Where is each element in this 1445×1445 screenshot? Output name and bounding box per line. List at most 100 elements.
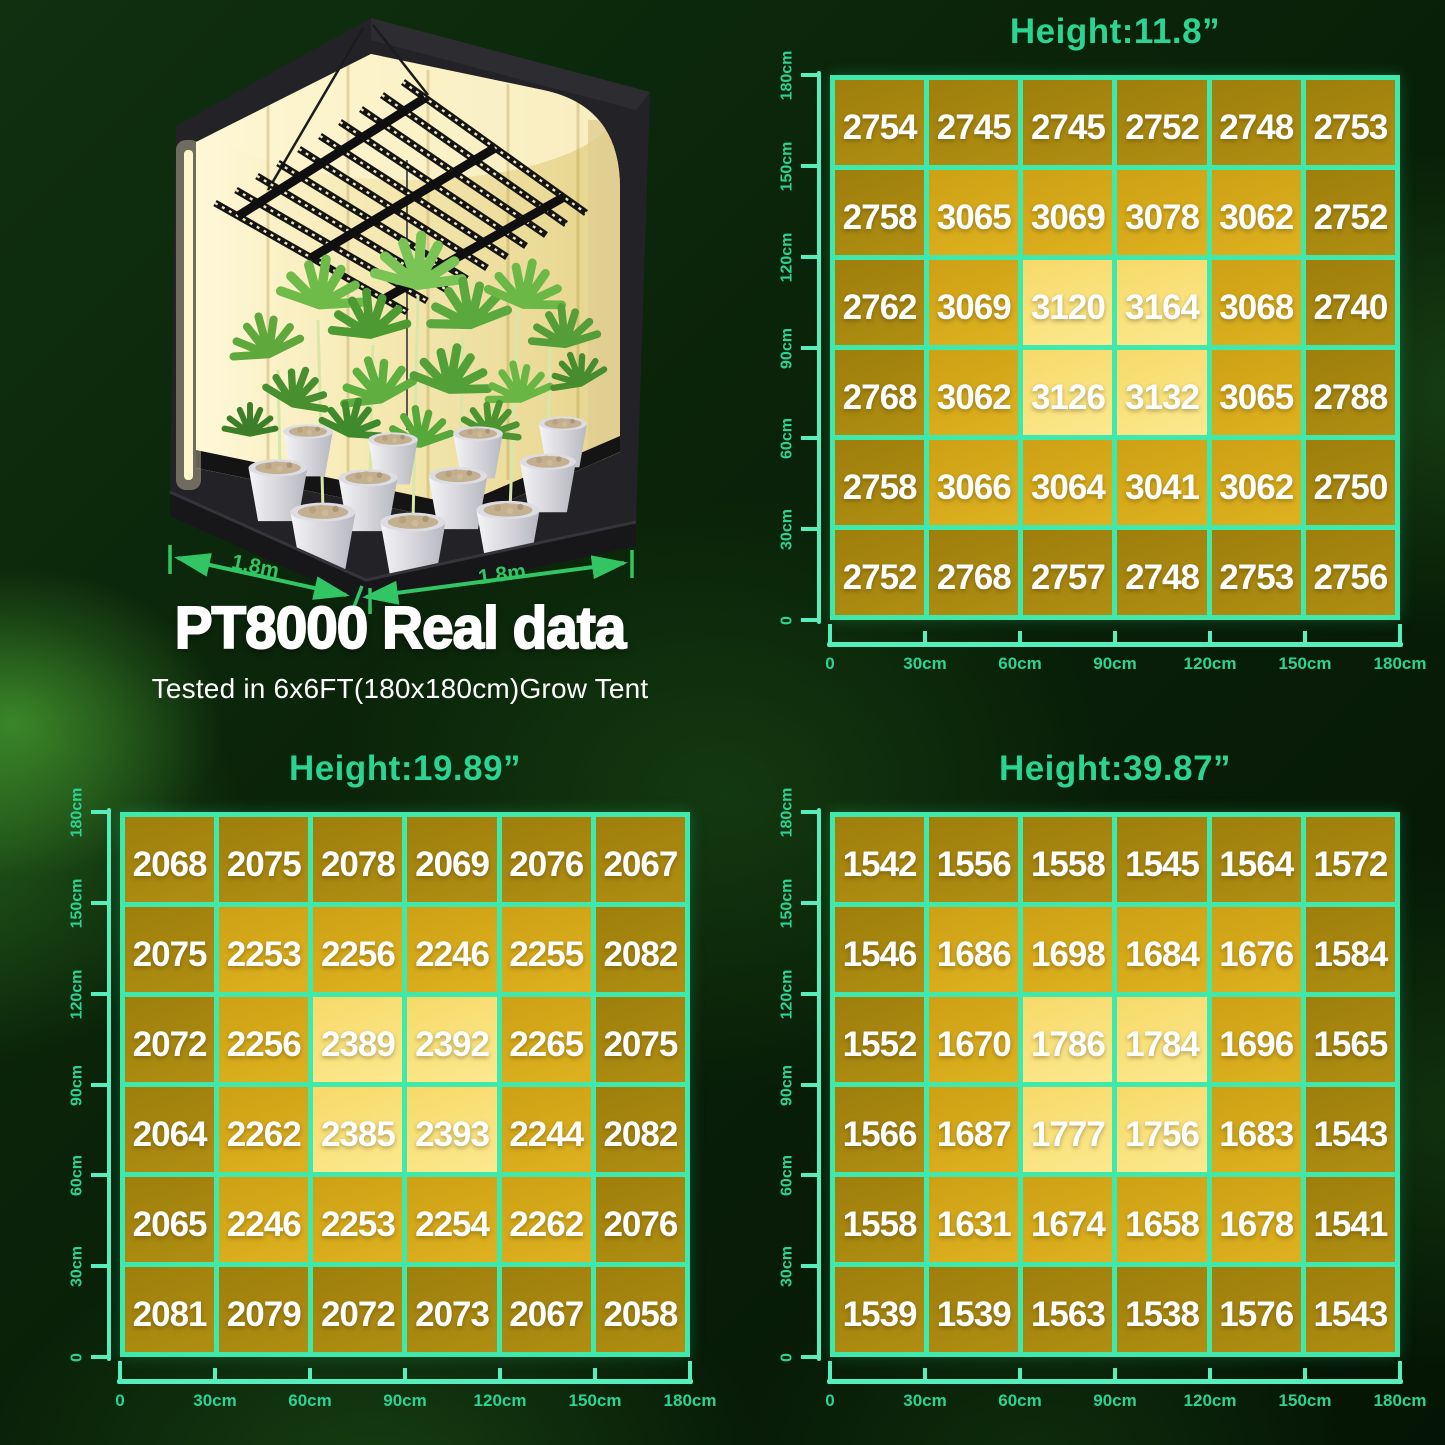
heatmap-cell: 2265 [501, 997, 591, 1082]
x-axis: 0 30cm 60cm 90cm 120cm 150cm 180cm [115, 1361, 716, 1425]
heatmap-cell: 2752 [1305, 170, 1395, 255]
hero-subtitle: Tested in 6x6FT(180x180cm)Grow Tent [151, 673, 649, 704]
heatmap-cell: 1584 [1305, 907, 1395, 992]
x-axis-label: 180cm [663, 1391, 717, 1410]
heatmap-cell: 1558 [835, 1177, 925, 1262]
x-axis-label: 30cm [193, 1391, 237, 1410]
x-axis-tick [1208, 1368, 1212, 1384]
y-axis-label: 120cm [68, 969, 86, 1020]
heatmap-cell: 3069 [1023, 170, 1113, 255]
heatmap-cell: 1696 [1211, 997, 1301, 1082]
heatmap-cell: 1541 [1305, 1177, 1395, 1262]
heatmap-cell: 2758 [835, 440, 925, 525]
heatmap-cell: 2745 [929, 80, 1019, 165]
heatmap-cell: 1658 [1117, 1177, 1207, 1262]
heatmap-cell: 2393 [407, 1087, 497, 1172]
chart-title: Height:39.87” [998, 749, 1232, 788]
y-axis-tick [91, 900, 111, 905]
y-axis: 180cm 150cm 120cm 90cm 60cm 30cm 0 [775, 51, 830, 625]
heatmap-cell: 2075 [125, 907, 215, 992]
x-axis-tick [923, 1368, 927, 1384]
heatmap-cell: 2788 [1305, 350, 1395, 435]
y-axis-label: 0 [778, 616, 796, 625]
heatmap-panel-height-39-87: Height:39.87” 180cm 150cm 120cm 90cm 60cm 30c… [760, 745, 1445, 1445]
y-axis-label: 90cm [778, 1064, 796, 1106]
y-axis-tick [801, 527, 821, 532]
y-axis-label: 60cm [68, 1155, 86, 1197]
x-axis-tick [403, 1368, 407, 1384]
heatmap-cell: 2255 [501, 907, 591, 992]
y-axis-label: 120cm [778, 232, 796, 283]
x-axis-tick [1208, 631, 1212, 647]
heatmap-panel-height-11-8: Height:11.8” 180cm 150cm 120cm 90cm 60cm 30cm… [760, 8, 1445, 713]
y-axis-tick [91, 810, 111, 814]
heatmap-cell: 2752 [835, 530, 925, 615]
x-axis-label: 90cm [383, 1391, 427, 1410]
dimension-arrow-right: 1.8m [362, 550, 634, 605]
heatmap-cell: 2067 [501, 1267, 591, 1352]
y-axis-label: 30cm [68, 1246, 86, 1288]
y-axis-tick [801, 900, 821, 905]
y-axis-label: 180cm [68, 787, 86, 838]
heatmap-cell: 2253 [313, 1177, 403, 1262]
heatmap-cell: 2082 [595, 907, 685, 992]
x-axis-label: 0 [825, 1391, 835, 1410]
x-axis-tick [1398, 624, 1402, 647]
x-axis-label: 30cm [903, 1391, 947, 1410]
heatmap-cell: 1543 [1305, 1267, 1395, 1352]
heatmap-cell: 2078 [313, 817, 403, 902]
x-axis-label: 0 [825, 654, 835, 673]
heatmap-cell: 3132 [1117, 350, 1207, 435]
heatmap-cell: 3065 [929, 170, 1019, 255]
y-axis-tick [801, 254, 821, 259]
y-axis-label: 120cm [778, 969, 796, 1020]
heatmap-cell: 3120 [1023, 260, 1113, 345]
x-axis-tick [1303, 631, 1307, 647]
heatmap-cell: 1576 [1211, 1267, 1301, 1352]
heatmap-cell: 2256 [313, 907, 403, 992]
heatmap-cell: 1684 [1117, 907, 1207, 992]
heatmap-cell: 2076 [595, 1177, 685, 1262]
y-axis: 180cm 150cm 120cm 90cm 60cm 30cm 0 [775, 788, 830, 1362]
y-axis-label: 180cm [778, 50, 796, 101]
heatmap-cell: 1756 [1117, 1087, 1207, 1172]
heatmap-cell: 1542 [835, 817, 925, 902]
x-axis-tick [828, 624, 832, 647]
heatmap-cell: 1683 [1211, 1087, 1301, 1172]
x-axis-tick [1018, 631, 1022, 647]
heatmap-cell: 1784 [1117, 997, 1207, 1082]
heatmap-cell: 3065 [1211, 350, 1301, 435]
x-axis-label: 150cm [1278, 654, 1332, 673]
heatmap-cell: 2757 [1023, 530, 1113, 615]
heatmap-cell: 2068 [125, 817, 215, 902]
heatmap-cell: 2748 [1211, 80, 1301, 165]
heatmap-cell: 1539 [929, 1267, 1019, 1352]
heatmap-cell: 2745 [1023, 80, 1113, 165]
y-axis-tick [801, 163, 821, 168]
heatmap-cell: 2058 [595, 1267, 685, 1352]
y-axis-label: 30cm [778, 1246, 796, 1288]
x-axis-label: 150cm [1278, 1391, 1332, 1410]
heatmap-cell: 1546 [835, 907, 925, 992]
y-axis-label: 30cm [778, 509, 796, 551]
x-axis-label: 150cm [568, 1391, 622, 1410]
x-axis-label: 90cm [1093, 654, 1137, 673]
x-axis-tick [688, 1361, 692, 1384]
dimension-split-marks [350, 585, 372, 614]
heatmap-cell: 1676 [1211, 907, 1301, 992]
x-axis-label: 60cm [998, 654, 1042, 673]
y-axis-label: 150cm [778, 878, 796, 929]
y-axis-label: 90cm [778, 327, 796, 369]
heatmap-cell: 2748 [1117, 530, 1207, 615]
x-axis-tick [213, 1368, 217, 1384]
heatmap-cell: 2072 [313, 1267, 403, 1352]
heatmap-cell: 3164 [1117, 260, 1207, 345]
y-axis-label: 60cm [778, 418, 796, 460]
heatmap-cell: 1674 [1023, 1177, 1113, 1262]
heatmap-cell: 1566 [835, 1087, 925, 1172]
heatmap-cell: 2253 [219, 907, 309, 992]
x-axis-label: 180cm [1373, 1391, 1427, 1410]
y-axis-tick [801, 618, 821, 622]
heatmap-cell: 2256 [219, 997, 309, 1082]
heatmap-cell: 1572 [1305, 817, 1395, 902]
